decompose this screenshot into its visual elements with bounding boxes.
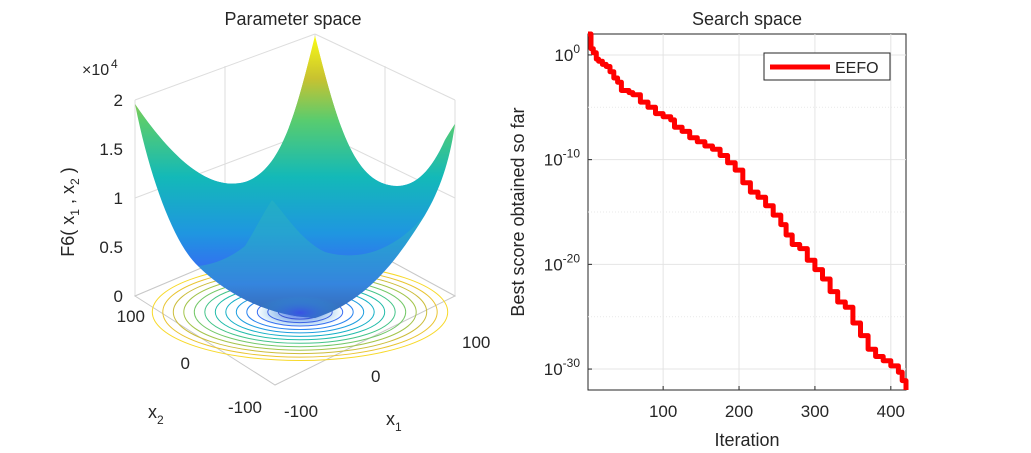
y-axis: 100 0 -100 x2 [117, 307, 262, 427]
x-tick-label: 100 [649, 402, 677, 421]
x-tick-label: 400 [877, 402, 905, 421]
y-tick-label: -100 [228, 398, 262, 417]
y-axis-label: x2 [148, 402, 164, 427]
y-tick-power: -20 [563, 251, 581, 265]
y-label-text: x [148, 402, 157, 422]
x-axis-label: Iteration [714, 430, 779, 450]
z-label-part: F6( x [58, 216, 78, 257]
z-tick-label: 0.5 [99, 238, 123, 257]
y-tick-base: 10 [544, 151, 563, 170]
convergence-title: Search space [692, 9, 802, 29]
y-tick-label: 0 [181, 354, 190, 373]
surface-mesh [135, 36, 455, 326]
z-exponent-power: 4 [111, 57, 118, 71]
x-axis-label: x1 [386, 409, 402, 434]
x-axis: -100 0 100 x1 [284, 333, 490, 434]
z-exponent-base: ×10 [82, 62, 109, 79]
z-tick-label: 1 [114, 189, 123, 208]
z-label-part: , x [58, 185, 78, 209]
y-tick-label: 10-10 [544, 147, 581, 170]
y-label-sub: 2 [157, 413, 164, 427]
y-tick-base: 10 [554, 46, 573, 65]
y-tick-label: 100 [554, 42, 580, 65]
x-label-sub: 1 [395, 420, 402, 434]
legend: EEFO [763, 52, 891, 81]
surface-title: Parameter space [224, 9, 361, 29]
y-tick-label: 10-30 [544, 356, 581, 379]
x-tick-label: 100 [462, 333, 490, 352]
convergence-plot: Search space 100 200 300 40010010-1010-2010… [508, 9, 909, 450]
legend-label: EEFO [835, 60, 879, 77]
y-tick-power: -30 [563, 356, 581, 370]
y-tick-label: 100 [117, 307, 145, 326]
y-tick-label: 10-20 [544, 251, 581, 274]
x-label-text: x [386, 409, 395, 429]
x-tick-label: 200 [725, 402, 753, 421]
surface-plot: Parameter space 0 0.5 1 1.5 2 ×10 [58, 9, 490, 434]
eefo-line [587, 31, 909, 390]
x-tick-label: 300 [801, 402, 829, 421]
z-label-part: ) [58, 167, 78, 178]
z-tick-label: 1.5 [99, 140, 123, 159]
y-axis-label: Best score obtained so far [508, 107, 528, 316]
y-tick-base: 10 [544, 360, 563, 379]
x-tick-label: 0 [371, 367, 380, 386]
z-tick-label: 0 [114, 287, 123, 306]
z-label-sub2: 2 [68, 178, 82, 185]
z-axis: 00.511.52 ×10 4 F6( x1 , x2 ) [58, 57, 123, 306]
z-tick-label: 2 [114, 91, 123, 110]
z-label-sub1: 1 [68, 209, 82, 216]
y-tick-power: -10 [563, 147, 581, 161]
y-tick-base: 10 [544, 255, 563, 274]
z-axis-label: F6( x1 , x2 ) [58, 167, 82, 256]
x-tick-label: -100 [284, 402, 318, 421]
y-tick-power: 0 [573, 42, 580, 56]
